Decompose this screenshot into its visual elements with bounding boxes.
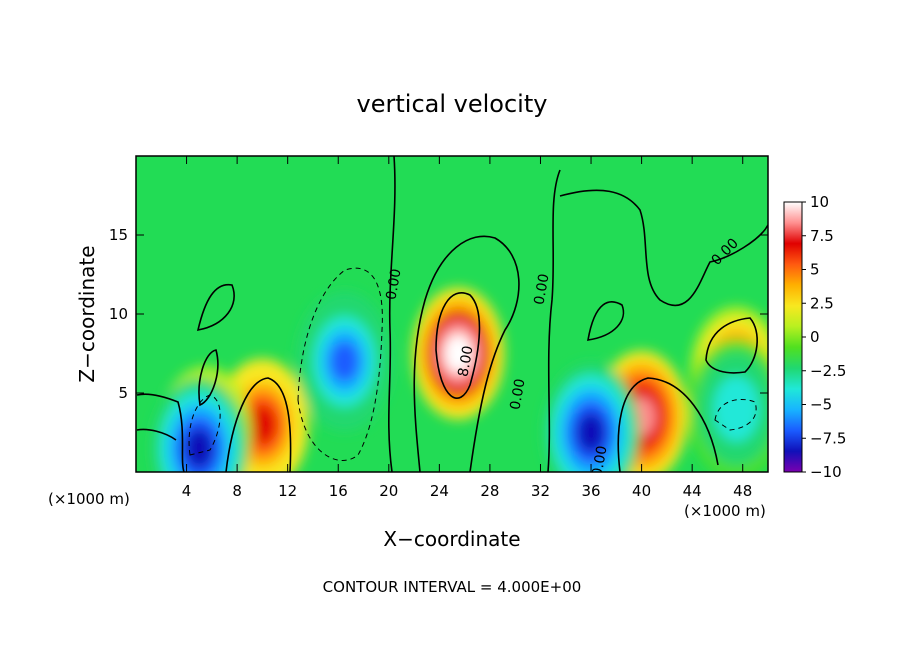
- updraft-cell: [412, 287, 505, 420]
- y-tick-label: 10: [109, 305, 128, 323]
- downdraft-cell: [543, 362, 640, 472]
- colorbar: 10 7.5 5 2.5 0 −2.5 −5 −7.5 −10: [783, 193, 846, 481]
- x-unit-left: (×1000 m): [48, 490, 130, 508]
- updraft-contour-line: [196, 283, 235, 332]
- x-tick-label: 28: [480, 482, 499, 500]
- zero-contour-line: [136, 393, 185, 472]
- x-tick-label: 20: [379, 482, 398, 500]
- updraft-contour-line: [413, 235, 520, 472]
- updraft-contour-line: [617, 377, 719, 472]
- contour-label: 0.00: [383, 268, 404, 301]
- contour-label: 0.00: [531, 273, 552, 306]
- downdraft-contour-line: [188, 394, 221, 456]
- colorbar-tick-label: 0: [810, 328, 820, 346]
- downdraft-cell: [296, 291, 393, 432]
- y-axis-ticks: 5 10 15: [109, 226, 768, 402]
- x-axis-label: X−coordinate: [383, 527, 520, 551]
- x-tick-label: 8: [232, 482, 242, 500]
- updraft-contour-line: [587, 301, 625, 341]
- contour-label: 0.00: [507, 378, 528, 411]
- contour-lines: [136, 156, 768, 472]
- updraft-contour-line: [435, 292, 481, 399]
- y-tick-label: 5: [118, 384, 128, 402]
- colorbar-tick-label: 5: [810, 261, 820, 279]
- plot-area: 0.00 0.000.000.008.000.00: [136, 156, 768, 478]
- downdraft-contour-line: [297, 267, 383, 461]
- zero-contour-line: [136, 428, 177, 441]
- x-tick-label: 16: [329, 482, 348, 500]
- colorbar-tick-label: −5: [810, 396, 832, 414]
- zero-contour-line: [547, 169, 561, 472]
- y-tick-label: 15: [109, 226, 128, 244]
- colorbar-tick-label: −10: [810, 463, 842, 481]
- zero-contour-line: [559, 189, 768, 307]
- colorbar-tick-label: 7.5: [810, 227, 834, 245]
- x-tick-label: 12: [278, 482, 297, 500]
- colorbar-tick-label: 2.5: [810, 294, 834, 312]
- contour-interval-note: CONTOUR INTERVAL = 4.000E+00: [323, 578, 582, 596]
- colorbar-gradient: [783, 201, 803, 473]
- colorbar-tick-label: −2.5: [810, 362, 846, 380]
- x-axis-ticks: 4 8 12 16 20 24 28 32 36 40 44 48: [182, 156, 752, 500]
- y-axis-label: Z−coordinate: [75, 245, 99, 382]
- x-tick-label: 40: [632, 482, 651, 500]
- x-unit-right: (×1000 m): [684, 502, 766, 520]
- x-tick-label: 4: [182, 482, 192, 500]
- colorbar-ticks: 10 7.5 5 2.5 0 −2.5 −5 −7.5 −10: [802, 193, 846, 481]
- updraft-contour-line: [705, 317, 758, 374]
- downdraft-cell: [688, 338, 768, 472]
- x-tick-label: 32: [531, 482, 550, 500]
- contour-label: 8.00: [455, 345, 476, 378]
- x-tick-label: 36: [581, 482, 600, 500]
- x-tick-label: 44: [683, 482, 702, 500]
- colorbar-tick-label: −7.5: [810, 429, 846, 447]
- updraft-contour-line: [225, 377, 292, 472]
- x-tick-label: 24: [430, 482, 449, 500]
- downdraft-contour-line: [714, 398, 757, 431]
- chart-title: vertical velocity: [357, 90, 548, 118]
- contour-label: 0.00: [589, 445, 610, 478]
- x-tick-label: 48: [733, 482, 752, 500]
- zero-contour-line: [388, 156, 396, 472]
- colorbar-tick-label: 10: [810, 193, 829, 211]
